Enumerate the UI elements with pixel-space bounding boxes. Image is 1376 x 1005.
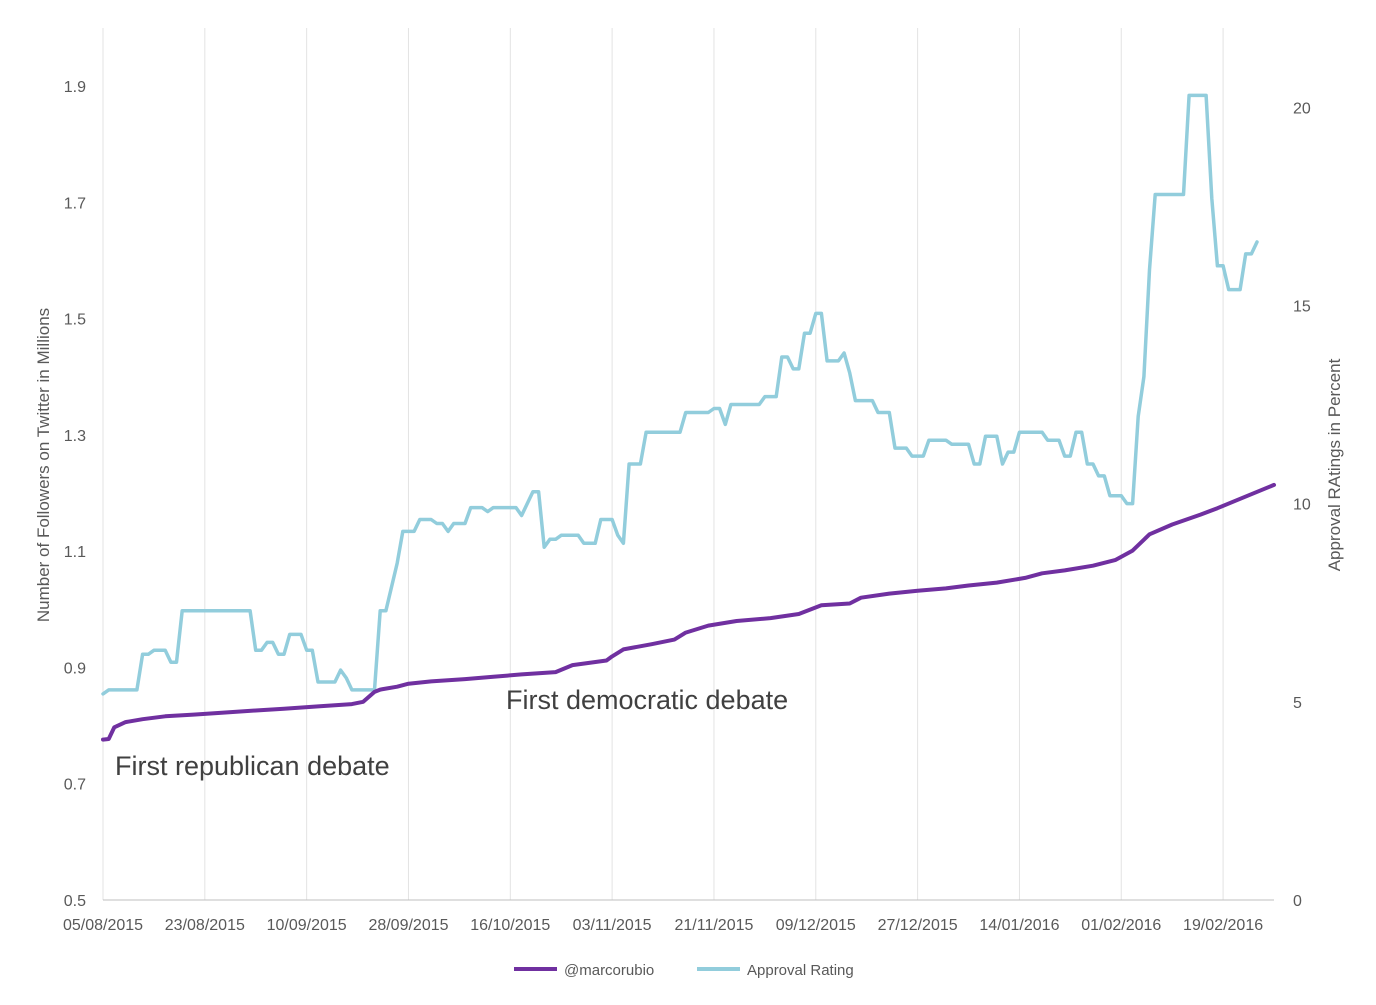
x-tick-label: 27/12/2015 (878, 917, 958, 934)
x-tick-label: 10/09/2015 (267, 917, 347, 934)
annotation-first-republican-debate: First republican debate (115, 751, 390, 781)
x-tick-label: 09/12/2015 (776, 917, 856, 934)
legend: @marcorubio Approval Rating (514, 962, 854, 979)
y-left-tick-label: 0.5 (64, 893, 86, 910)
y-right-axis-title: Approval RAtings in Percent (1325, 358, 1344, 571)
y-left-tick-label: 1.9 (64, 79, 86, 96)
y-right-tick-labels: 0 5 10 15 20 (1293, 100, 1311, 910)
x-tick-label: 21/11/2015 (675, 917, 754, 934)
x-tick-label: 19/02/2016 (1183, 917, 1263, 934)
x-tick-label: 23/08/2015 (165, 917, 245, 934)
y-right-tick-label: 20 (1293, 100, 1311, 117)
x-tick-label: 14/01/2016 (979, 917, 1059, 934)
y-left-tick-labels: 0.5 0.7 0.9 1.1 1.3 1.5 1.7 1.9 (64, 79, 86, 910)
x-axis-tick-labels: 05/08/2015 23/08/2015 10/09/2015 28/09/2015… (63, 917, 1263, 934)
y-left-tick-label: 1.3 (64, 428, 86, 445)
y-left-tick-label: 1.7 (64, 195, 86, 212)
y-left-tick-label: 0.7 (64, 777, 86, 794)
y-left-axis-title: Number of Followers on Twitter in Millio… (34, 308, 53, 622)
x-tick-label: 05/08/2015 (63, 917, 143, 934)
series-lines (101, 93, 1276, 742)
y-right-tick-label: 5 (1293, 695, 1302, 712)
annotation-first-democratic-debate: First democratic debate (506, 685, 788, 715)
x-tick-label: 16/10/2015 (470, 917, 550, 934)
y-right-tick-label: 0 (1293, 893, 1302, 910)
gridlines (102, 28, 1224, 900)
x-tick-label: 28/09/2015 (368, 917, 448, 934)
series-line-approval-rating (101, 93, 1259, 696)
y-right-tick-label: 15 (1293, 298, 1311, 315)
x-tick-label: 01/02/2016 (1081, 917, 1161, 934)
y-left-tick-label: 1.5 (64, 312, 86, 329)
y-left-tick-label: 0.9 (64, 660, 86, 677)
legend-label-marcorubio: @marcorubio (564, 962, 654, 979)
legend-label-approval-rating: Approval Rating (747, 962, 854, 979)
y-right-tick-label: 10 (1293, 497, 1311, 514)
x-tick-label: 03/11/2015 (573, 917, 652, 934)
series-line-marcorubio (101, 482, 1276, 742)
y-left-tick-label: 1.1 (64, 544, 86, 561)
